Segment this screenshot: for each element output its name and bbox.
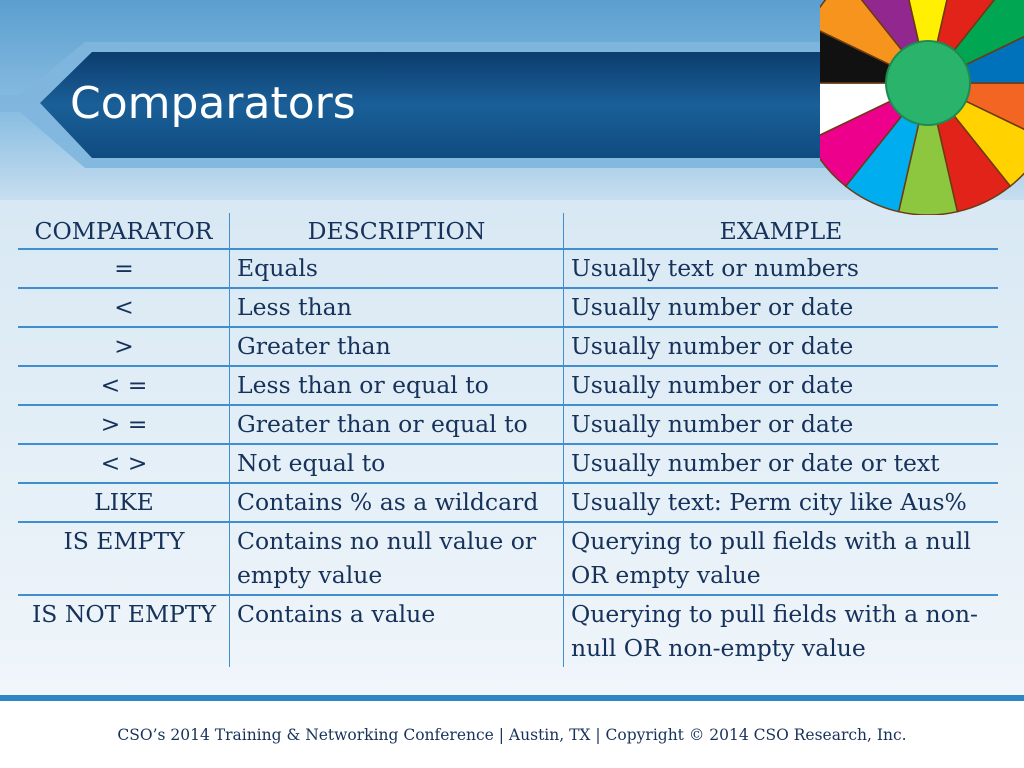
table-row: < > Not equal to Usually number or date … [18, 444, 998, 484]
table-row: IS EMPTY Contains no null value or empty… [18, 522, 998, 596]
example-cell: Querying to pull fields with a null OR e… [563, 522, 998, 596]
table-row: < Less than Usually number or date [18, 288, 998, 328]
example-cell: Usually number or date [563, 366, 998, 406]
description-cell: Greater than [229, 327, 564, 367]
description-cell: Contains a value [229, 595, 564, 667]
description-cell: Contains no null value or empty value [229, 522, 564, 596]
comparator-cell: = [18, 249, 230, 289]
comparators-table: COMPARATOR DESCRIPTION EXAMPLE = Equals … [18, 213, 998, 667]
comparator-cell: LIKE [18, 483, 230, 523]
wheel-slice [820, 82, 929, 136]
example-cell: Usually text or numbers [563, 249, 998, 289]
comparator-cell: > [18, 327, 230, 367]
table-header-row: COMPARATOR DESCRIPTION EXAMPLE [18, 213, 998, 250]
description-cell: Equals [229, 249, 564, 289]
description-cell: Less than or equal to [229, 366, 564, 406]
column-header-comparator: COMPARATOR [18, 213, 230, 250]
description-cell: Less than [229, 288, 564, 328]
table-row: > Greater than Usually number or date [18, 327, 998, 367]
table-row: = Equals Usually text or numbers [18, 249, 998, 289]
example-cell: Usually number or date [563, 405, 998, 445]
comparator-cell: > = [18, 405, 230, 445]
example-cell: Usually number or date [563, 288, 998, 328]
description-cell: Greater than or equal to [229, 405, 564, 445]
comparator-cell: IS NOT EMPTY [18, 595, 230, 667]
wheel-slice [860, 0, 929, 84]
comparator-cell: IS EMPTY [18, 522, 230, 596]
comparator-cell: < > [18, 444, 230, 484]
example-cell: Usually text: Perm city like Aus% [563, 483, 998, 523]
footer-text: CSO’s 2014 Training & Networking Confere… [117, 726, 907, 744]
table-row: LIKE Contains % as a wildcard Usually te… [18, 483, 998, 523]
table-row: > = Greater than or equal to Usually num… [18, 405, 998, 445]
prize-wheel-icon [820, 0, 1024, 215]
column-header-description: DESCRIPTION [229, 213, 564, 250]
slide-title: Comparators [70, 78, 356, 129]
footer-bar [0, 701, 1024, 768]
comparator-cell: < = [18, 366, 230, 406]
column-header-example: EXAMPLE [563, 213, 998, 250]
comparator-cell: < [18, 288, 230, 328]
description-cell: Contains % as a wildcard [229, 483, 564, 523]
title-banner [0, 42, 1024, 168]
footer-divider [0, 695, 1024, 701]
example-cell: Usually number or date or text [563, 444, 998, 484]
table-row: IS NOT EMPTY Contains a value Querying t… [18, 595, 998, 667]
table-row: < = Less than or equal to Usually number… [18, 366, 998, 406]
description-cell: Not equal to [229, 444, 564, 484]
example-cell: Querying to pull fields with a non-null … [571, 600, 978, 662]
example-cell: Usually number or date [563, 327, 998, 367]
